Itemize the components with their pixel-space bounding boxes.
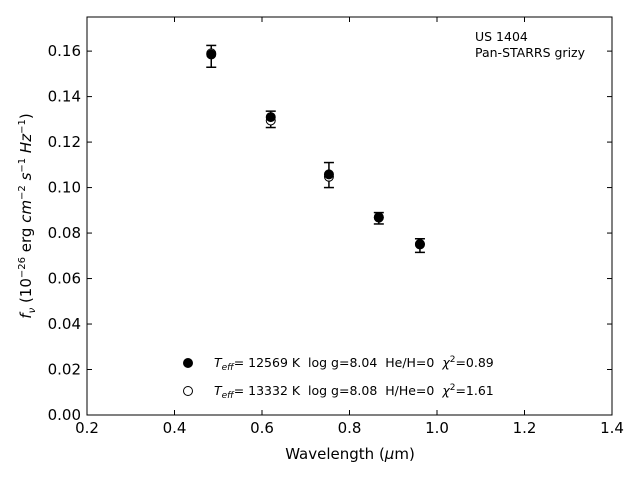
x-tick-label: 1.4	[600, 419, 624, 437]
y-tick-label: 0.06	[48, 270, 81, 288]
x-tick-label: 1.0	[425, 419, 449, 437]
x-tick-label: 1.2	[513, 419, 537, 437]
legend: Teff= 12569 K log g=8.04 He/H=0 χ2=0.89 …	[183, 355, 494, 401]
error-bars	[206, 44, 425, 254]
x-tick-label: 0.4	[163, 419, 187, 437]
filled-circle-point	[323, 169, 334, 180]
x-tick-label: 0.8	[338, 419, 362, 437]
filled-circle-point	[373, 212, 384, 223]
filled-circle-point	[206, 49, 217, 60]
x-tick-label: 0.2	[75, 419, 99, 437]
legend-marker-open	[183, 386, 193, 396]
legend-entry-2: Teff= 13332 K log g=8.08 H/He=0 χ2=1.61	[214, 383, 494, 401]
x-tick-label: 0.6	[250, 419, 274, 437]
legend-marker-filled	[183, 358, 193, 368]
y-axis-title: fν (10−26 erg cm−2 s−1 Hz−1)	[17, 113, 38, 318]
series-filled-markers	[206, 49, 425, 250]
annotation-line-1: US 1404	[475, 29, 528, 44]
legend-entry-1: Teff= 12569 K log g=8.04 He/H=0 χ2=0.89	[214, 355, 494, 373]
y-tick-label: 0.14	[48, 88, 81, 106]
y-tick-label: 0.00	[48, 406, 81, 424]
x-axis-ticks: 0.2 0.4 0.6 0.8 1.0 1.2 1.4	[75, 17, 624, 437]
y-axis-ticks: 0.00 0.02 0.04 0.06 0.08 0.10 0.12 0.14 0.16	[48, 42, 612, 424]
y-tick-label: 0.16	[48, 42, 81, 60]
filled-circle-point	[265, 112, 276, 123]
y-tick-label: 0.04	[48, 315, 81, 333]
y-tick-label: 0.12	[48, 133, 81, 151]
y-tick-label: 0.10	[48, 179, 81, 197]
x-axis-title: Wavelength (μm)	[285, 445, 415, 463]
y-tick-label: 0.02	[48, 361, 81, 379]
y-tick-label: 0.08	[48, 224, 81, 242]
filled-circle-point	[414, 239, 425, 250]
annotation-line-2: Pan-STARRS grizy	[475, 45, 586, 60]
series-open-markers	[206, 48, 425, 249]
